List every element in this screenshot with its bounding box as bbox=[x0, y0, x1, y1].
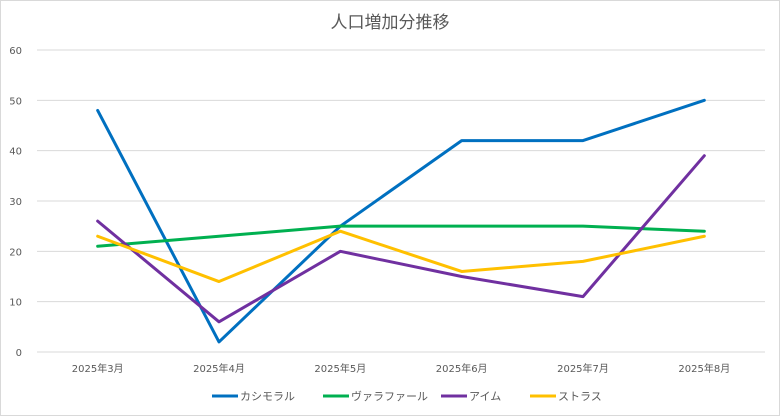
y-tick-label: 30 bbox=[9, 197, 22, 208]
x-axis-ticks: 2025年3月 2025年4月 2025年5月 2025年6月 2025年7月 2025年… bbox=[72, 362, 730, 375]
legend-label: アイム bbox=[469, 390, 501, 403]
chart-title: 人口増加分推移 bbox=[331, 13, 450, 33]
gridlines bbox=[37, 49, 765, 353]
x-tick-label: 2025年6月 bbox=[436, 362, 488, 375]
y-tick-label: 20 bbox=[9, 247, 22, 258]
legend-label: カシモラル bbox=[240, 390, 295, 403]
series-lines bbox=[96, 98, 706, 344]
x-tick-label: 2025年3月 bbox=[72, 362, 124, 375]
x-tick-label: 2025年7月 bbox=[557, 362, 609, 375]
y-tick-label: 0 bbox=[16, 348, 22, 359]
y-tick-label: 60 bbox=[9, 46, 22, 57]
y-tick-label: 50 bbox=[9, 96, 22, 107]
y-tick-label: 10 bbox=[9, 298, 22, 309]
x-tick-label: 2025年8月 bbox=[678, 362, 730, 375]
legend-label: ヴァラファール bbox=[351, 389, 428, 403]
y-tick-label: 40 bbox=[9, 147, 22, 158]
series-line-2 bbox=[96, 154, 706, 324]
y-axis-ticks: 0 10 20 30 40 50 60 bbox=[9, 46, 22, 359]
legend: カシモラル ヴァラファール アイム ストラス bbox=[212, 389, 602, 403]
x-tick-label: 2025年4月 bbox=[193, 362, 245, 375]
series-line-1 bbox=[96, 224, 706, 248]
x-tick-label: 2025年5月 bbox=[314, 362, 366, 375]
legend-label: ストラス bbox=[558, 390, 602, 403]
series-line-0 bbox=[96, 98, 706, 344]
series-line-3 bbox=[96, 229, 706, 284]
